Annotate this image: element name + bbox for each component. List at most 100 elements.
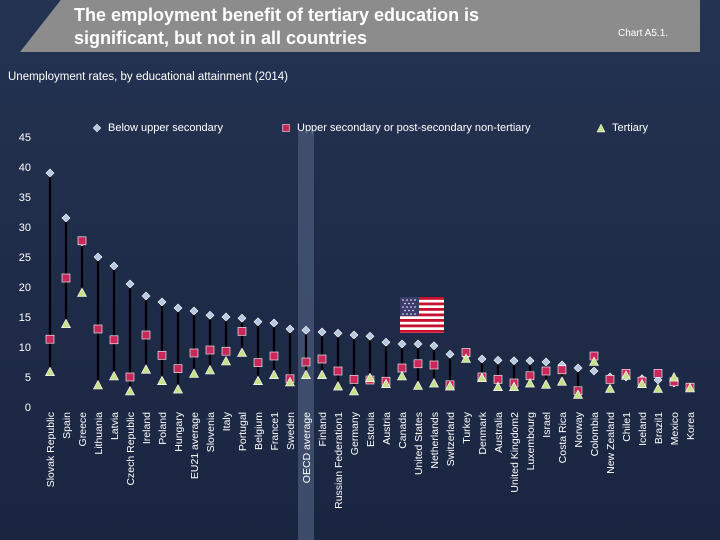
point-tertiary <box>125 385 135 396</box>
point-below-upper-secondary <box>269 318 279 328</box>
x-tick-label: Estonia <box>365 412 377 447</box>
point-below-upper-secondary <box>365 331 375 341</box>
point-tertiary <box>557 376 567 386</box>
point-below-upper-secondary <box>109 261 119 271</box>
x-tick-label: Israel <box>541 412 553 438</box>
x-tick-label: Costa Rica <box>557 412 569 464</box>
x-tick-label: Australia <box>493 412 505 453</box>
point-tertiary <box>93 379 103 390</box>
y-tick-label: 40 <box>19 162 31 174</box>
title-line-2: significant, but not in all countries <box>74 28 368 48</box>
x-tick-label: Spain <box>61 412 73 439</box>
chart-reference: Chart A5.1. <box>618 28 669 39</box>
y-tick-label: 10 <box>19 342 31 354</box>
square-marker-icon <box>282 124 290 132</box>
point-below-upper-secondary <box>173 303 183 313</box>
point-tertiary <box>157 375 167 386</box>
x-tick-label: Belgium <box>253 412 265 450</box>
x-tick-label: Slovenia <box>205 412 217 452</box>
x-tick-label: Greece <box>77 412 89 447</box>
point-below-upper-secondary <box>141 291 151 301</box>
point-tertiary <box>477 372 487 383</box>
point-below-upper-secondary <box>189 306 199 316</box>
point-upper-secondary <box>429 360 439 370</box>
point-below-upper-secondary <box>525 356 535 366</box>
legend-tertiary: Tertiary <box>596 122 648 134</box>
y-tick-label: 0 <box>25 402 31 414</box>
point-tertiary <box>333 380 343 391</box>
point-tertiary <box>349 385 359 396</box>
x-tick-label: Portugal <box>237 412 249 451</box>
point-tertiary <box>445 380 455 391</box>
point-upper-secondary <box>605 375 615 384</box>
point-below-upper-secondary <box>477 354 487 364</box>
point-upper-secondary <box>653 369 663 378</box>
point-below-upper-secondary <box>221 312 231 322</box>
point-upper-secondary <box>45 334 55 344</box>
y-tick-label: 30 <box>19 222 31 234</box>
point-below-upper-secondary <box>493 355 503 365</box>
x-tick-label: Sweden <box>285 412 297 450</box>
point-tertiary <box>637 378 647 389</box>
point-upper-secondary <box>157 351 167 360</box>
point-upper-secondary <box>189 348 199 358</box>
point-upper-secondary <box>173 364 183 373</box>
point-below-upper-secondary <box>125 279 135 289</box>
point-tertiary <box>429 377 439 388</box>
x-tick-label: Lithuania <box>93 412 105 455</box>
point-below-upper-secondary <box>413 339 423 349</box>
point-below-upper-secondary <box>285 324 295 334</box>
x-tick-label: Netherlands <box>429 412 441 469</box>
point-below-upper-secondary <box>573 363 583 373</box>
x-tick-label: Korea <box>685 412 697 440</box>
x-tick-label: Czech Republic <box>125 412 137 486</box>
point-tertiary <box>669 371 679 382</box>
point-tertiary <box>365 372 375 383</box>
x-tick-label: Slovak Republic <box>45 412 57 487</box>
chart-subtitle: Unemployment rates, by educational attai… <box>8 71 288 83</box>
x-tick-label: Finland <box>317 412 329 447</box>
x-tick-label: Colombia <box>589 412 601 457</box>
point-below-upper-secondary <box>397 339 407 349</box>
point-upper-secondary <box>141 330 151 340</box>
point-tertiary <box>141 364 151 374</box>
x-tick-label: Poland <box>157 412 169 445</box>
point-below-upper-secondary <box>157 297 167 307</box>
point-below-upper-secondary <box>349 330 359 340</box>
x-tick-label: Italy <box>221 411 233 431</box>
x-tick-label: Canada <box>397 412 409 449</box>
x-tick-label: OECD average <box>301 412 313 483</box>
point-below-upper-secondary <box>445 349 455 359</box>
point-tertiary <box>493 381 503 392</box>
point-tertiary <box>237 347 247 357</box>
point-below-upper-secondary <box>301 325 311 335</box>
x-tick-label: Chile1 <box>621 412 633 442</box>
title-line-1: The employment benefit of tertiary educa… <box>74 5 480 25</box>
point-tertiary <box>285 376 295 387</box>
point-tertiary <box>221 355 231 366</box>
point-tertiary <box>77 287 87 297</box>
point-upper-secondary <box>253 358 263 367</box>
point-below-upper-secondary <box>93 252 103 262</box>
point-upper-secondary <box>333 366 343 376</box>
point-below-upper-secondary <box>429 341 439 351</box>
point-tertiary <box>525 377 535 388</box>
point-tertiary <box>61 318 71 329</box>
point-tertiary <box>205 364 215 375</box>
y-tick-label: 35 <box>19 192 31 204</box>
point-upper-secondary <box>349 375 359 384</box>
point-below-upper-secondary <box>237 313 247 323</box>
point-upper-secondary <box>125 372 135 382</box>
point-tertiary <box>621 370 631 380</box>
point-below-upper-secondary <box>253 317 263 327</box>
legend-below-label: Below upper secondary <box>108 122 223 134</box>
x-tick-label: Germany <box>349 411 361 455</box>
page-title: The employment benefit of tertiary educa… <box>74 4 544 50</box>
legend-tertiary-label: Tertiary <box>612 122 649 134</box>
point-tertiary <box>653 383 663 393</box>
y-tick-label: 25 <box>19 252 31 264</box>
point-upper-secondary <box>269 351 279 361</box>
point-tertiary <box>317 369 327 380</box>
triangle-marker-icon <box>596 123 606 133</box>
